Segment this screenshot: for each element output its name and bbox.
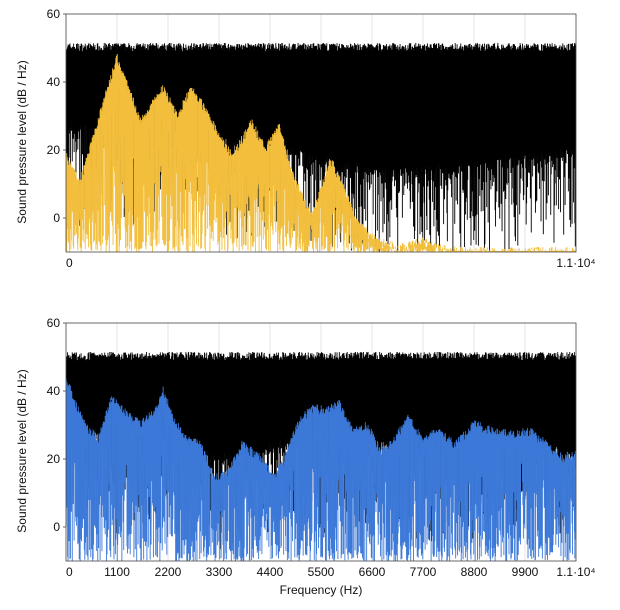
x-tick-label: 0 xyxy=(66,256,73,270)
y-tick-label: 0 xyxy=(53,211,60,225)
x-tick-label: 6600 xyxy=(359,565,386,579)
top-x-ticks: 0 1.1·10⁴ xyxy=(66,256,596,270)
y-tick-label: 20 xyxy=(47,143,61,157)
y-tick-label: 60 xyxy=(47,316,61,330)
bottom-x-axis-label: Frequency (Hz) xyxy=(280,583,363,597)
top-plot-area xyxy=(66,42,576,252)
x-tick-label: 1100 xyxy=(104,565,130,579)
bottom-y-axis-label: Sound pressure level (dB / Hz) xyxy=(15,369,29,532)
y-tick-label: 60 xyxy=(47,7,61,21)
bottom-plot-frame xyxy=(65,322,577,562)
x-tick-label: 1.1·10⁴ xyxy=(556,256,595,270)
top-plot-frame xyxy=(65,13,577,253)
top-y-axis-label: Sound pressure level (dB / Hz) xyxy=(15,60,29,223)
x-tick-label: 3300 xyxy=(206,565,233,579)
y-tick-label: 20 xyxy=(47,452,61,466)
y-tick-label: 40 xyxy=(47,384,61,398)
top-y-ticks: 60 40 20 0 xyxy=(47,7,66,225)
bottom-x-ticks: 0 1100 2200 3300 4400 5500 6600 7700 8800 9900 1.1… xyxy=(66,565,596,579)
x-tick-label: 5500 xyxy=(308,565,335,579)
x-tick-label: 8800 xyxy=(461,565,488,579)
top-chart-panel: 60 40 20 0 0 1.1·10⁴ Sound pressure level (d… xyxy=(15,7,596,270)
x-tick-label: 0 xyxy=(66,565,73,579)
x-tick-label: 2200 xyxy=(155,565,182,579)
x-tick-label: 9900 xyxy=(512,565,539,579)
y-tick-label: 0 xyxy=(53,520,60,534)
x-tick-label: 4400 xyxy=(257,565,284,579)
bottom-plot-area xyxy=(66,351,576,561)
y-tick-label: 40 xyxy=(47,75,61,89)
x-tick-label: 1.1·10⁴ xyxy=(556,565,595,579)
x-tick-label: 7700 xyxy=(410,565,437,579)
bottom-y-ticks: 60 40 20 0 xyxy=(47,316,66,534)
bottom-chart-panel: 60 40 20 0 0 1100 2200 3300 4400 5500 6600 7700 880… xyxy=(15,316,596,597)
